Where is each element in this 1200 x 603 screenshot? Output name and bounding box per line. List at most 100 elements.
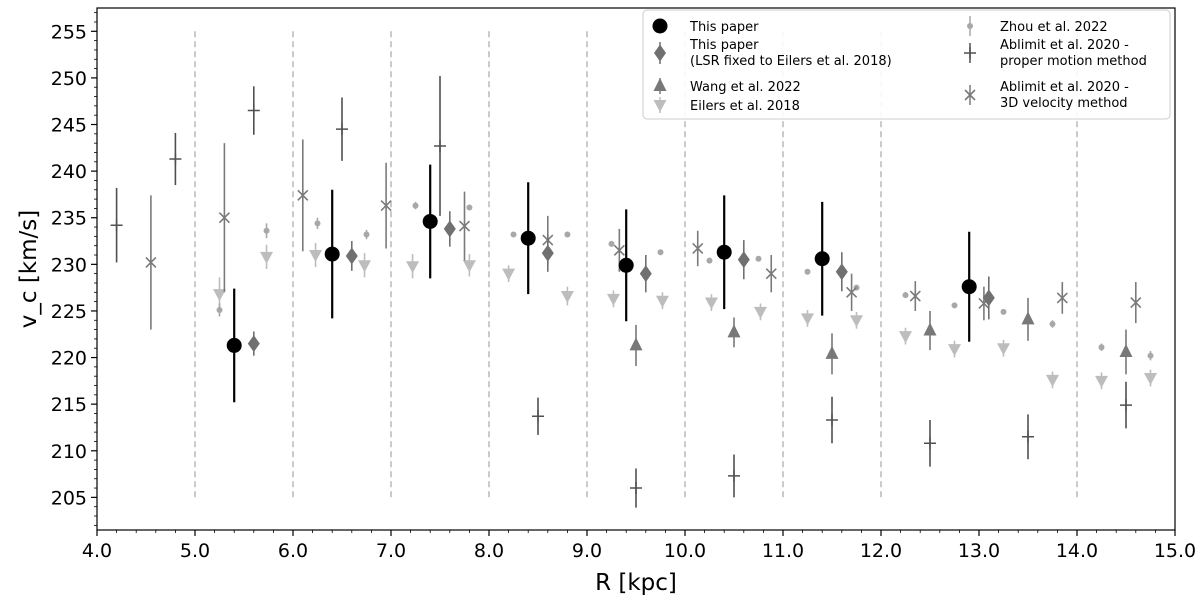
- data-point: [825, 345, 839, 359]
- x-tick-label: 4.0: [82, 540, 112, 562]
- x-tick-label: 8.0: [474, 540, 504, 562]
- data-point: [1098, 344, 1105, 351]
- data-point: [629, 337, 643, 351]
- data-point: [618, 257, 634, 273]
- data-point: [639, 265, 652, 283]
- data-point: [260, 251, 274, 264]
- data-point: [1022, 430, 1034, 443]
- data-point: [345, 247, 358, 265]
- y-axis-label: v_c [km/s]: [16, 210, 42, 328]
- data-point: [110, 219, 123, 232]
- legend-entry: Ablimit et al. 2020 -3D velocity method: [964, 80, 1129, 111]
- data-point: [753, 306, 767, 319]
- data-point: [462, 260, 476, 273]
- series-triangle-down: [213, 242, 1157, 390]
- legend-label: Zhou et al. 2022: [1000, 20, 1108, 35]
- data-point: [846, 286, 858, 298]
- data-point: [510, 231, 517, 238]
- legend-entry: Eilers et al. 2018: [653, 97, 800, 114]
- data-point: [336, 123, 348, 136]
- y-tick-label: 240: [51, 161, 87, 183]
- data-point: [1049, 320, 1056, 327]
- x-tick-label: 9.0: [572, 540, 602, 562]
- data-point: [814, 251, 830, 267]
- x-tick-label: 6.0: [278, 540, 308, 562]
- data-point: [727, 324, 741, 338]
- data-point: [560, 291, 574, 304]
- data-point: [909, 290, 921, 302]
- data-point: [541, 244, 554, 262]
- data-point: [458, 220, 471, 232]
- data-point: [902, 292, 909, 299]
- data-point: [358, 260, 372, 273]
- data-point: [1147, 352, 1154, 359]
- data-point: [216, 307, 223, 314]
- data-point: [1021, 311, 1035, 325]
- data-point: [412, 202, 419, 209]
- data-point: [982, 289, 995, 307]
- legend-marker: [964, 89, 976, 101]
- series-diamond: [247, 211, 995, 356]
- legend-label: This paper: [689, 38, 759, 53]
- data-point: [924, 437, 936, 450]
- data-point: [804, 268, 811, 275]
- data-point: [564, 231, 571, 238]
- bin-edge-lines: [194, 31, 1078, 498]
- data-point: [655, 295, 669, 308]
- data-point: [247, 104, 260, 117]
- legend-marker: [653, 100, 667, 112]
- data-point: [706, 257, 713, 264]
- x-tick-label: 5.0: [180, 540, 210, 562]
- x-axis-label: R [kpc]: [595, 570, 677, 596]
- x-tick-label: 12.0: [860, 540, 902, 562]
- data-point: [1046, 374, 1059, 387]
- y-tick-label: 235: [51, 208, 87, 230]
- legend-label: Ablimit et al. 2020 -: [1000, 80, 1129, 95]
- legend-label: 3D velocity method: [1000, 96, 1128, 111]
- plot-frame: [96, 7, 1176, 531]
- legend-marker: [967, 23, 973, 29]
- legend-marker: [964, 47, 976, 59]
- x-tick-label: 14.0: [1056, 540, 1098, 562]
- y-tick-label: 220: [51, 348, 87, 370]
- data-point: [422, 213, 438, 229]
- legend-marker: [653, 78, 667, 91]
- data-point: [606, 293, 620, 306]
- data-point: [532, 410, 544, 423]
- data-point: [737, 251, 750, 269]
- y-tick-label: 230: [51, 254, 87, 276]
- data-point: [1056, 292, 1068, 304]
- legend-box: [642, 9, 1171, 120]
- y-tick-label: 225: [51, 301, 87, 323]
- series-x: [145, 139, 1142, 330]
- legend-label: (LSR fixed to Eilers et al. 2018): [690, 54, 892, 69]
- data-point: [218, 212, 230, 224]
- data-point: [692, 242, 704, 255]
- y-tick-label: 210: [51, 441, 87, 463]
- data-point: [502, 268, 516, 281]
- data-point: [309, 250, 323, 263]
- legend-entry: Ablimit et al. 2020 -proper motion metho…: [964, 38, 1147, 69]
- data-point: [466, 204, 473, 211]
- y-tick-label: 250: [51, 68, 87, 90]
- legend-entry: This paper: [652, 18, 759, 35]
- data-point: [704, 297, 718, 310]
- data-point: [961, 279, 977, 295]
- data-point: [755, 255, 762, 262]
- data-point: [213, 289, 226, 302]
- y-tick-label: 255: [51, 21, 87, 43]
- data-point: [1119, 343, 1133, 357]
- y-tick-label: 215: [51, 394, 87, 416]
- legend-label: proper motion method: [1000, 54, 1147, 69]
- data-point: [613, 244, 625, 256]
- data-point: [728, 469, 740, 482]
- data-point: [406, 261, 420, 274]
- legend-marker: [652, 18, 668, 34]
- data-point: [145, 256, 157, 269]
- data-point: [314, 220, 321, 227]
- legend-entry: This paper(LSR fixed to Eilers et al. 20…: [654, 38, 892, 69]
- data-point: [380, 200, 392, 212]
- data-point: [899, 331, 912, 344]
